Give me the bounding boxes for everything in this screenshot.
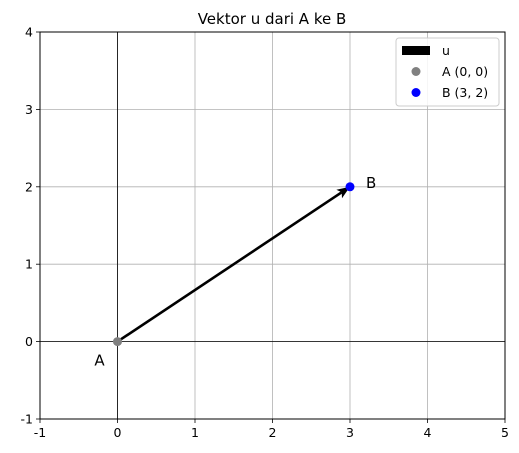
- ticks: -1 0 1 2 3 4 5 -1 0 1 2 3 4: [21, 25, 509, 441]
- y-tick-label: 3: [25, 102, 33, 117]
- y-tick-label: 2: [25, 179, 33, 194]
- vector-u-shaft: [116, 191, 343, 343]
- point-a: [113, 337, 122, 347]
- y-tick-label: 0: [25, 334, 33, 349]
- y-tick-label: 4: [25, 25, 33, 40]
- x-tick-label: 4: [424, 425, 432, 440]
- legend-point-swatch: [411, 88, 421, 97]
- x-tick-label: 0: [114, 425, 122, 440]
- legend-point-swatch: [411, 67, 421, 76]
- legend-arrow-swatch: [402, 46, 430, 55]
- x-tick-label: 2: [269, 425, 277, 440]
- x-tick-label: 3: [346, 425, 354, 440]
- point-label-a: A: [94, 352, 105, 370]
- legend-label: B (3, 2): [442, 85, 488, 100]
- legend-label: u: [442, 43, 450, 58]
- x-tick-label: 5: [501, 425, 509, 440]
- x-tick-label: -1: [34, 425, 46, 440]
- legend: u A (0, 0) B (3, 2): [395, 37, 500, 107]
- point-label-b: B: [366, 174, 376, 192]
- chart-title: Vektor u dari A ke B: [198, 10, 347, 28]
- x-tick-label: 1: [191, 425, 199, 440]
- y-tick-label: 1: [25, 257, 33, 272]
- legend-label: A (0, 0): [442, 64, 488, 79]
- point-b: [345, 182, 355, 192]
- marks: AB: [94, 174, 376, 370]
- y-tick-label: -1: [21, 412, 33, 427]
